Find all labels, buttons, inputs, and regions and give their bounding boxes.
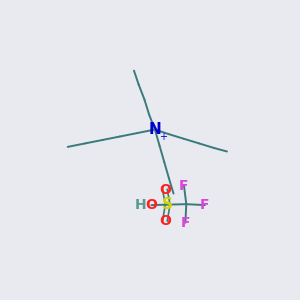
Text: F: F [200,198,210,212]
Text: H: H [135,198,147,212]
Text: O: O [159,214,171,228]
Text: F: F [179,179,189,193]
Text: +: + [159,132,167,142]
Text: S: S [162,197,173,212]
Text: N: N [148,122,161,137]
Text: F: F [181,216,190,230]
Text: O: O [146,198,158,212]
Text: O: O [159,183,171,196]
